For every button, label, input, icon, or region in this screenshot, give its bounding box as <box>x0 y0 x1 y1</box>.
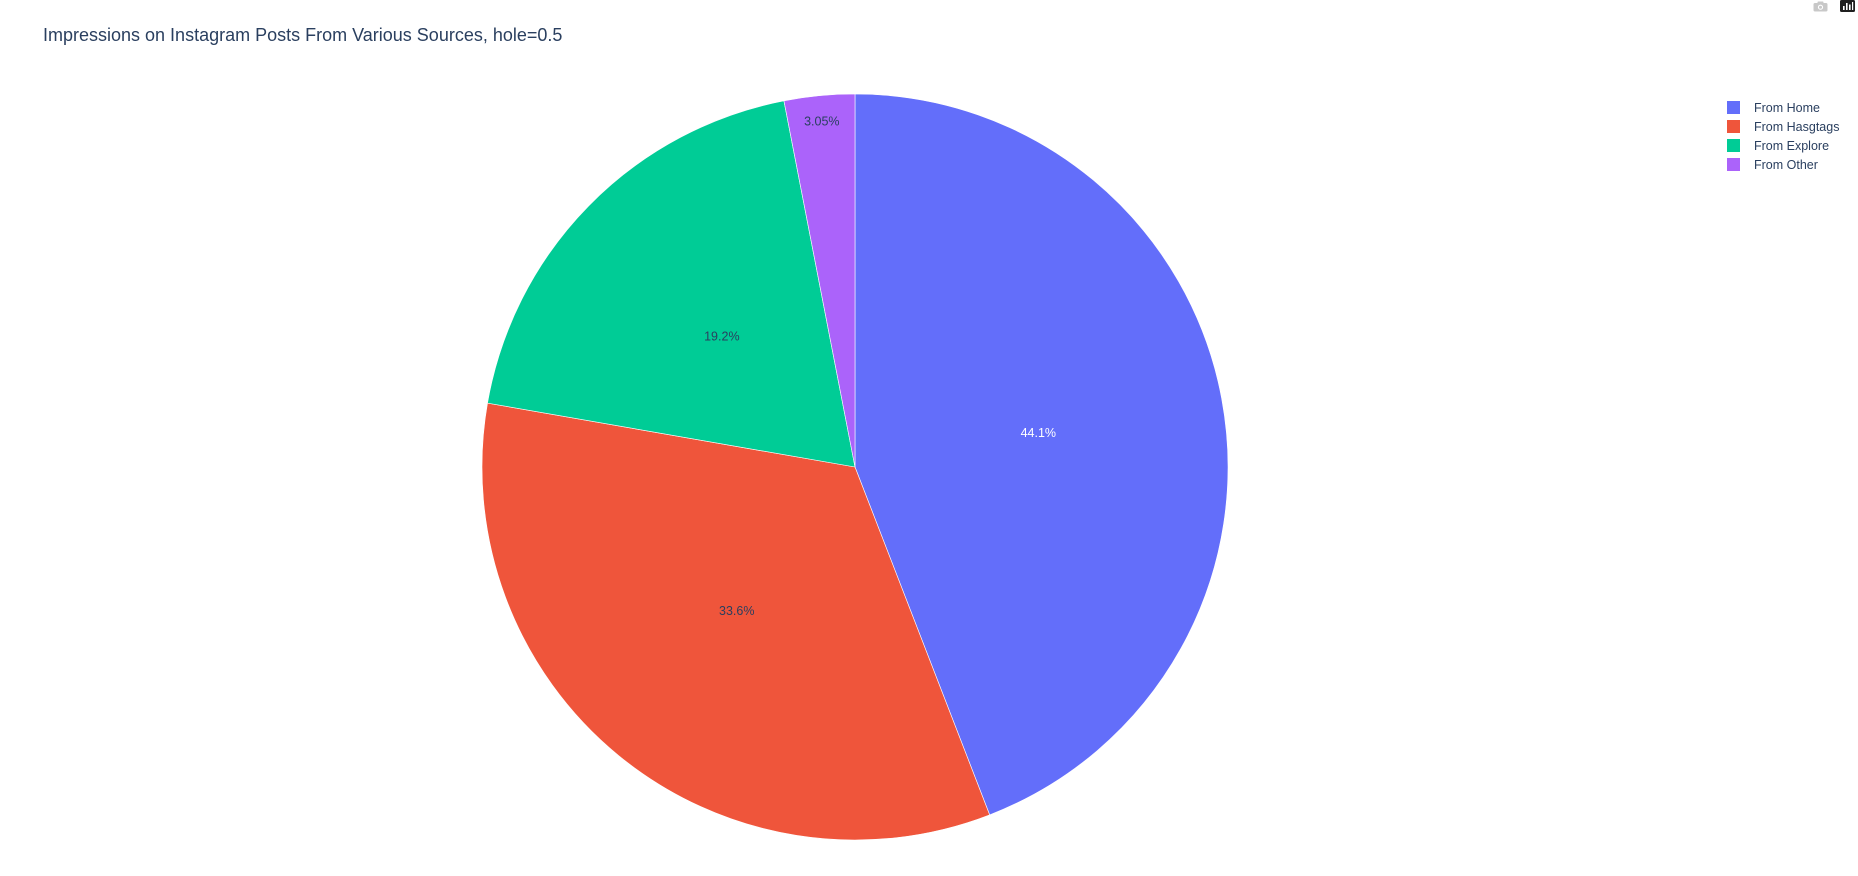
pie-label-from-hasgtags: 33.6% <box>719 604 754 618</box>
legend-item-from-other[interactable]: From Other <box>1727 155 1839 174</box>
legend-swatch-from-explore <box>1727 139 1740 152</box>
legend-swatch-from-home <box>1727 101 1740 114</box>
legend-item-from-hasgtags[interactable]: From Hasgtags <box>1727 117 1839 136</box>
pie-label-from-explore: 19.2% <box>704 329 739 343</box>
plotly-logo-icon[interactable] <box>1839 0 1856 12</box>
pie-label-from-other: 3.05% <box>804 115 839 129</box>
pie-slice-from-home[interactable] <box>854 93 1229 816</box>
pie-slice-from-explore[interactable] <box>487 100 856 468</box>
chart-title: Impressions on Instagram Posts From Vari… <box>43 25 563 45</box>
pie-slice-from-other[interactable] <box>783 93 856 468</box>
legend-item-from-home[interactable]: From Home <box>1727 98 1839 117</box>
legend-swatch-from-hasgtags <box>1727 120 1740 133</box>
pie-slice-from-hasgtags[interactable] <box>481 402 991 841</box>
legend: From Home From Hasgtags From Explore Fro… <box>1727 98 1839 174</box>
modebar <box>1812 0 1856 12</box>
legend-item-from-explore[interactable]: From Explore <box>1727 136 1839 155</box>
legend-label-from-home: From Home <box>1754 100 1820 115</box>
legend-swatch-from-other <box>1727 158 1740 171</box>
pie-label-from-home: 44.1% <box>1021 426 1056 440</box>
camera-icon[interactable] <box>1812 0 1829 12</box>
legend-label-from-other: From Other <box>1754 157 1818 172</box>
legend-label-from-explore: From Explore <box>1754 138 1830 153</box>
legend-label-from-hasgtags: From Hasgtags <box>1754 119 1840 134</box>
